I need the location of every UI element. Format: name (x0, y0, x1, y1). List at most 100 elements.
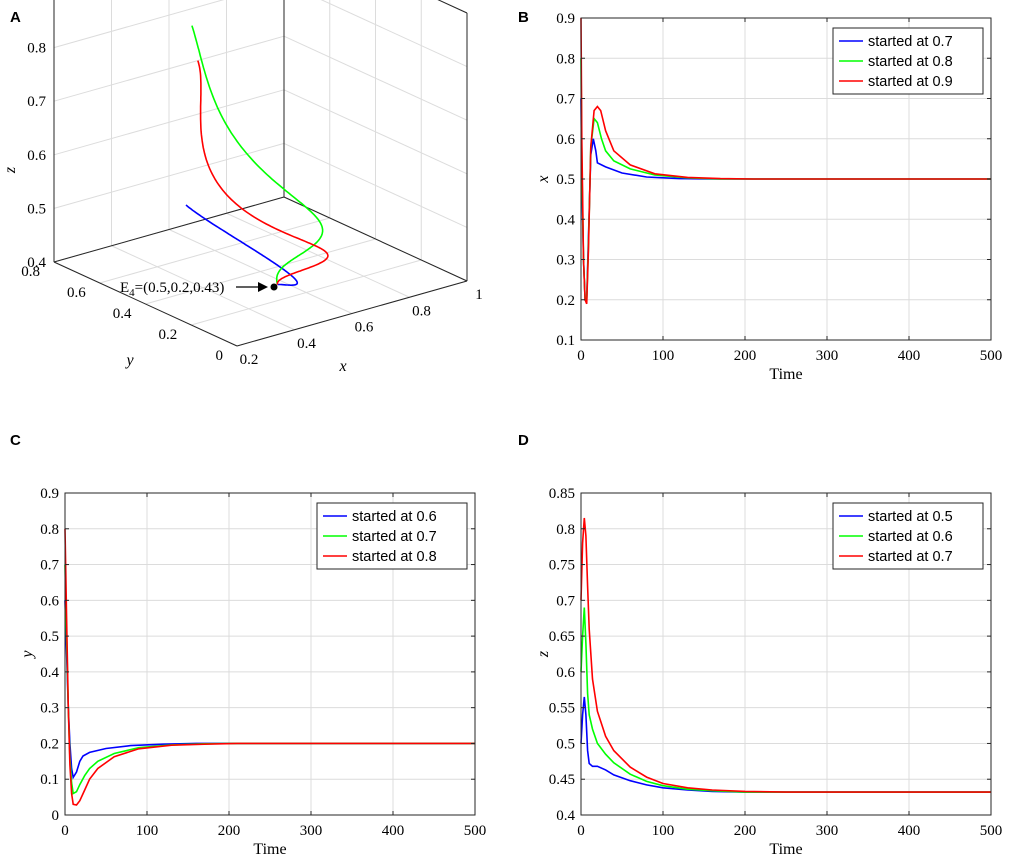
x-tick-label: 200 (734, 823, 757, 839)
x-tick-label: 100 (652, 348, 675, 364)
y-tick-label: 0.9 (40, 486, 59, 502)
x-tick-label: 0 (577, 823, 585, 839)
y-tick-label: 0.9 (556, 11, 575, 27)
equilibrium-annotation: E4=(0.5,0.2,0.43) (120, 280, 224, 299)
y-tick-label: 0.8 (40, 522, 59, 538)
legend-entry: started at 0.7 (868, 549, 953, 565)
annotation-arrowhead (258, 282, 268, 292)
y-tick-label: 0.8 (556, 51, 575, 67)
legend-entry: started at 0.6 (352, 509, 437, 525)
y-tick-label: 0.6 (40, 593, 59, 609)
x-tick-label: 0.6 (355, 320, 374, 336)
y-tick-label: 0.4 (40, 665, 59, 681)
plot-frame (64, 492, 476, 816)
y-tick-label: 0.4 (556, 212, 575, 228)
y-tick-label: 0.2 (556, 293, 575, 309)
y-tick-label: 0.7 (40, 558, 59, 574)
y-tick-label: 0 (216, 348, 224, 364)
x-tick-label: 400 (382, 823, 405, 839)
legend-entry: started at 0.5 (868, 509, 953, 525)
y-tick-label: 0.7 (556, 593, 575, 609)
trajectory-blue (185, 204, 299, 287)
z-tick-label: 0.5 (27, 201, 46, 217)
y-tick-label: 0.2 (159, 327, 178, 343)
panel-label-c: C (10, 432, 21, 449)
legend-entry: started at 0.6 (868, 529, 953, 545)
x-tick-label: 200 (734, 348, 757, 364)
x-tick-label: 100 (136, 823, 159, 839)
x-tick-label: 100 (652, 823, 675, 839)
y-tick-label: 0.4 (113, 306, 132, 322)
legend-entry: started at 0.9 (868, 74, 953, 90)
y-tick-label: 0.8 (556, 522, 575, 538)
z-tick-label: 0.4 (27, 255, 46, 271)
y-tick-label: 0.6 (556, 665, 575, 681)
x-axis-label: Time (769, 841, 802, 858)
y-tick-label: 0.55 (549, 701, 575, 717)
panel-label-a: A (10, 9, 21, 26)
x-tick-label: 0.8 (412, 303, 431, 319)
y-tick-label: 0.5 (556, 736, 575, 752)
x-axis-label: Time (253, 841, 286, 858)
legend-entry: started at 0.8 (352, 549, 437, 565)
series-line-red (580, 17, 991, 305)
x-tick-label: 400 (898, 823, 921, 839)
trajectory-green (191, 25, 324, 285)
y-tick-label: 0.3 (40, 701, 59, 717)
floor-gridline (191, 259, 422, 326)
panel-a-3d-trajectory: E4=(0.5,0.2,0.43)0.40.50.60.70.80.90.20.… (2, 0, 483, 375)
x-tick-label: 0 (61, 823, 69, 839)
x-tick-label: 500 (464, 823, 487, 839)
legend-entry: started at 0.7 (352, 529, 437, 545)
y-axis-label: x (535, 175, 552, 183)
equilibrium-point-marker (270, 283, 278, 291)
y-tick-label: 0 (52, 808, 60, 824)
y-tick-label: 0.1 (40, 772, 59, 788)
z-axis-label: z (2, 166, 19, 174)
series-line-green (580, 607, 991, 793)
x-tick-label: 300 (816, 348, 839, 364)
y-tick-label: 0.65 (549, 629, 575, 645)
y-axis-label: y (124, 352, 134, 369)
x-tick-label: 400 (898, 348, 921, 364)
x-tick-label: 0.4 (297, 336, 316, 352)
y-tick-label: 0.6 (67, 285, 86, 301)
series-line-blue (580, 98, 991, 301)
series-line-red (580, 517, 991, 793)
x-tick-label: 300 (300, 823, 323, 839)
y-tick-label: 0.8 (21, 264, 40, 280)
annotation-value: =(0.5,0.2,0.43) (135, 280, 225, 296)
x-tick-label: 0.2 (240, 352, 259, 368)
x-tick-label: 200 (218, 823, 241, 839)
panel-label-d: D (518, 432, 529, 449)
legend-entry: started at 0.7 (868, 34, 953, 50)
y-tick-label: 0.85 (549, 486, 575, 502)
annotation-subscript: 4 (129, 287, 135, 299)
y-tick-label: 0.45 (549, 772, 575, 788)
x-axis-line (236, 280, 468, 347)
floor-gridline (99, 217, 330, 284)
panel-d-z-time-chart: 0 100 200 300 400 500 0.4 0.45 0.5 0.55 0.6 0.65 0.7… (535, 486, 1002, 858)
panel-label-b: B (518, 9, 529, 26)
z-tick-label: 0.9 (27, 0, 46, 3)
box-edge (53, 196, 285, 263)
series-line-blue (580, 696, 991, 793)
y-tick-label: 0.6 (556, 132, 575, 148)
plot-frame (580, 492, 992, 816)
y-tick-label: 0.2 (40, 736, 59, 752)
box-edge (283, 196, 468, 282)
panel-b-x-time-chart: 0 100 200 300 400 500 0.1 0.2 0.3 0.4 0.5 0.6 0.7 0.8… (535, 11, 1002, 383)
series-line-red (64, 528, 475, 806)
x-tick-label: 300 (816, 823, 839, 839)
floor-gridline (145, 238, 376, 305)
y-tick-label: 0.3 (556, 253, 575, 269)
y-axis-label: z (535, 650, 552, 658)
y-tick-label: 0.5 (40, 629, 59, 645)
x-tick-label: 1 (475, 287, 483, 303)
x-tick-label: 0 (577, 348, 585, 364)
y-tick-label: 0.7 (556, 92, 575, 108)
z-tick-label: 0.6 (27, 148, 46, 164)
legend-entry: started at 0.8 (868, 54, 953, 70)
z-tick-label: 0.8 (27, 41, 46, 57)
